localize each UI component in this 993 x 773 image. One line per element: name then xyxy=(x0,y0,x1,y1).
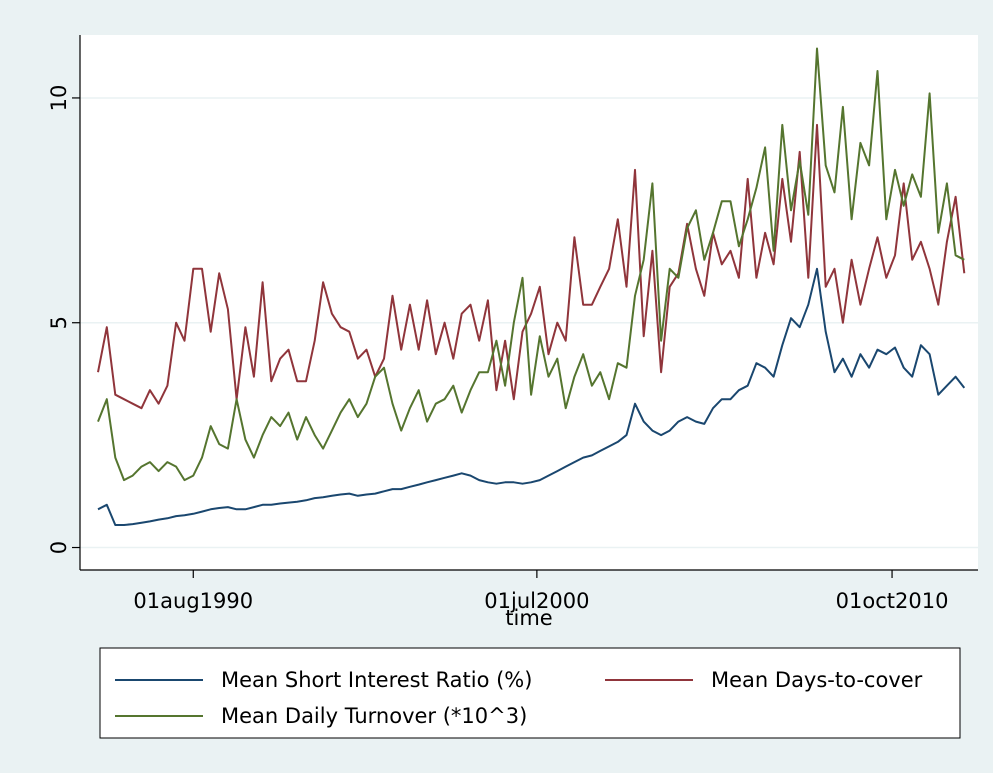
series-line xyxy=(97,123,966,410)
legend-label: Mean Short Interest Ratio (%) xyxy=(221,668,532,692)
legend-box xyxy=(99,647,961,739)
legend-label: Mean Days-to-cover xyxy=(711,668,923,692)
x-tick-label: 01aug1990 xyxy=(133,589,253,613)
y-tick-label: 5 xyxy=(47,316,71,329)
x-axis-label: time xyxy=(505,606,552,630)
legend-label: Mean Daily Turnover (*10^3) xyxy=(221,704,527,728)
series-line xyxy=(97,267,966,526)
series-line xyxy=(97,47,965,482)
x-tick-label: 01oct2010 xyxy=(836,589,949,613)
y-tick-label: 0 xyxy=(47,541,71,554)
y-tick-label: 10 xyxy=(47,85,71,112)
plot-area xyxy=(80,35,978,570)
x-tick-label: 01jul2000 xyxy=(484,589,589,613)
